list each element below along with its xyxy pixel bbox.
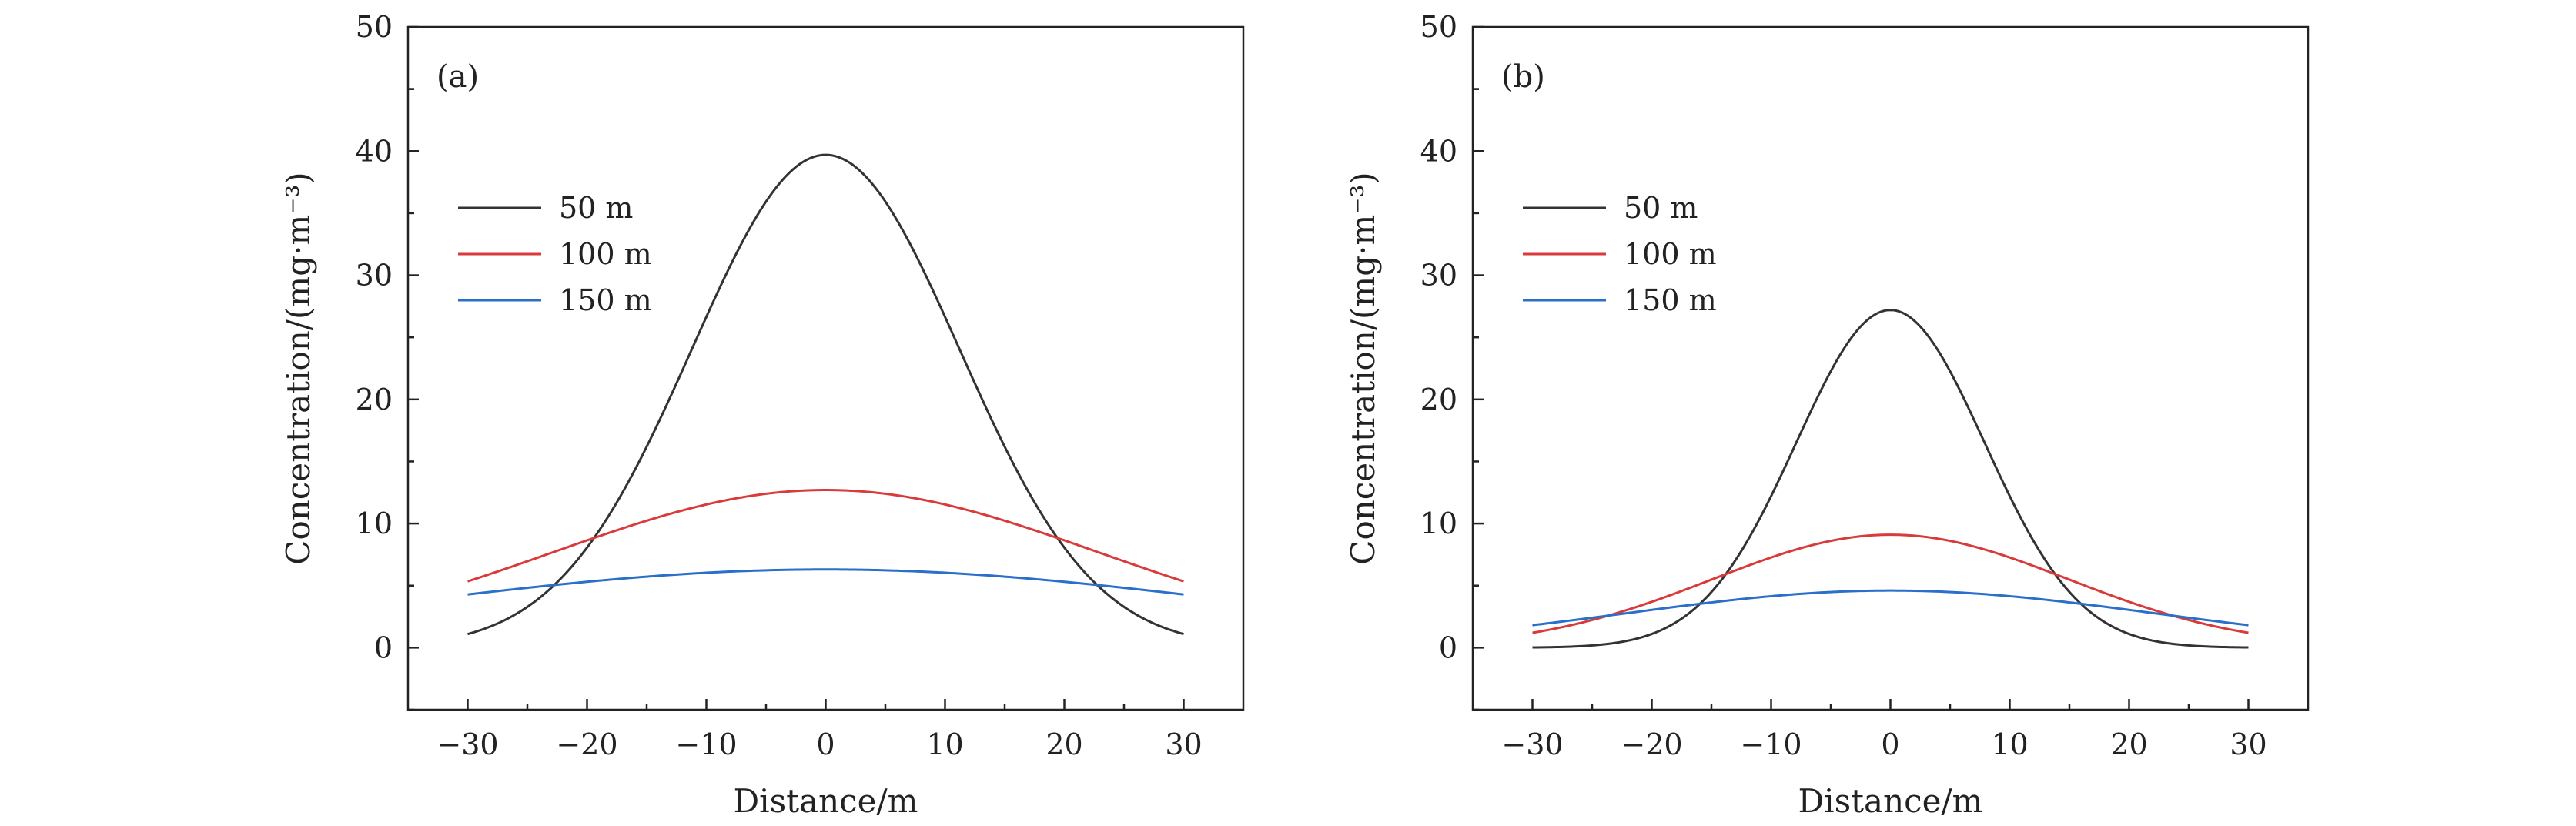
series-line-150m (467, 568, 1184, 596)
x-tick-label: 0 (1881, 727, 1899, 761)
y-tick-label: 0 (374, 630, 393, 664)
legend-label: 50 m (1624, 191, 1698, 225)
y-tick-label: 50 (1420, 10, 1457, 44)
legend-label: 50 m (559, 191, 633, 225)
x-tick-label: −30 (437, 727, 498, 761)
x-tick-label: 10 (1991, 727, 2028, 761)
chart-panel-a: −30 −20 −10 0 10 20 30 0 10 20 30 40 50 Distance/m Con… (279, 10, 1245, 820)
x-tick-label: 10 (926, 727, 963, 761)
x-tick-label: −10 (675, 727, 737, 761)
x-tick-label: 20 (2110, 727, 2147, 761)
chart-panel-b: −30 −20 −10 0 10 20 30 0 10 20 30 40 50 Distance/m Con… (1344, 10, 2310, 820)
y-axis-title: Concentration/(mg·m⁻³) (279, 172, 317, 564)
x-tick-label: 20 (1045, 727, 1082, 761)
y-tick-label: 30 (356, 259, 393, 293)
x-tick-label: −20 (1621, 727, 1682, 761)
panel-label: (b) (1501, 59, 1545, 95)
x-tick-label: −10 (1740, 727, 1802, 761)
y-tick-label: 50 (356, 10, 393, 44)
legend-label: 100 m (1624, 237, 1717, 271)
x-tick-label: −20 (556, 727, 617, 761)
series-line-150m (1532, 589, 2249, 627)
y-tick-label: 30 (1420, 259, 1457, 293)
x-tick-label: 30 (2230, 727, 2267, 761)
x-tick-label: 30 (1165, 727, 1202, 761)
series-line-50m (1532, 309, 2249, 649)
plot-frame (406, 25, 1245, 711)
y-tick-label: 0 (1439, 630, 1457, 664)
x-tick-label: 0 (816, 727, 835, 761)
x-tick-label: −30 (1501, 727, 1563, 761)
y-tick-label: 40 (356, 134, 393, 168)
y-tick-label: 40 (1420, 134, 1457, 168)
y-tick-label: 10 (356, 507, 393, 540)
legend-label: 150 m (1624, 283, 1717, 317)
x-axis-title: Distance/m (734, 782, 918, 820)
y-tick-label: 20 (356, 383, 393, 416)
y-tick-label: 10 (1420, 507, 1457, 540)
y-tick-label: 20 (1420, 383, 1457, 416)
plot-frame (1471, 25, 2310, 711)
series-line-100m (467, 489, 1184, 583)
legend-label: 150 m (559, 283, 652, 317)
series-line-50m (467, 153, 1184, 636)
legend-label: 100 m (559, 237, 652, 271)
panel-label: (a) (437, 59, 479, 95)
series-line-100m (1532, 533, 2249, 634)
y-axis-title: Concentration/(mg·m⁻³) (1344, 172, 1382, 564)
x-axis-title: Distance/m (1798, 782, 1983, 820)
